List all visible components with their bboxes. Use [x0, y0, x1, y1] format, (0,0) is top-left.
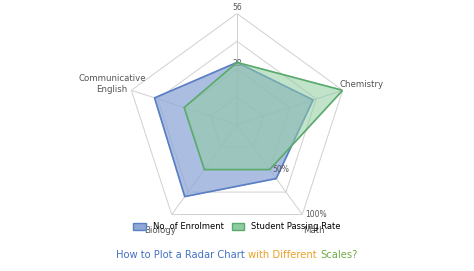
Polygon shape	[155, 62, 313, 196]
Legend: No. of Enrolment, Student Passing Rate: No. of Enrolment, Student Passing Rate	[130, 219, 344, 234]
Text: 100%: 100%	[305, 210, 327, 219]
Polygon shape	[184, 62, 343, 170]
Text: 56: 56	[232, 3, 242, 12]
Text: How to Plot a Radar Chart: How to Plot a Radar Chart	[117, 250, 248, 260]
Text: with Different: with Different	[248, 250, 320, 260]
Text: Scales?: Scales?	[320, 250, 357, 260]
Text: 28: 28	[232, 59, 242, 68]
Text: 50%: 50%	[273, 165, 289, 174]
